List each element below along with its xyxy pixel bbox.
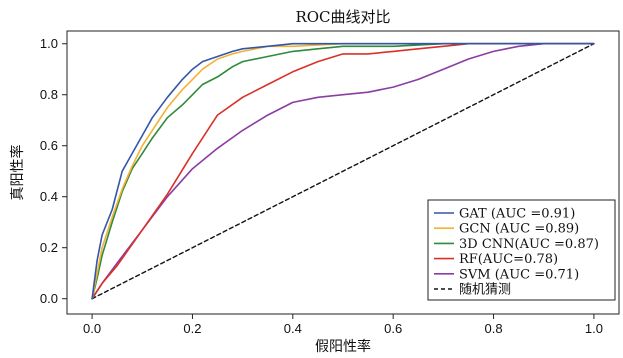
legend-entry-label: SVM (AUC =0.71) bbox=[459, 267, 579, 282]
x-tick-label: 0.0 bbox=[83, 321, 101, 336]
legend: GAT (AUC =0.91)GCN (AUC =0.89)3D CNN(AUC… bbox=[427, 199, 616, 301]
x-tick-label: 0.8 bbox=[485, 321, 503, 336]
legend-entry-label: 3D CNN(AUC =0.87) bbox=[459, 237, 599, 252]
ticks-layer: 0.0 0.2 0.4 0.6 0.8 1.0 0.0 0.2 0.4 0.6 0.8 1.0 bbox=[40, 36, 603, 336]
legend-entry-label: GCN (AUC =0.89) bbox=[459, 222, 579, 237]
series-line-2 bbox=[91, 42, 595, 300]
y-axis-label: 真阳性率 bbox=[9, 145, 26, 201]
x-tick-label: 0.6 bbox=[384, 321, 402, 336]
series-line-5 bbox=[91, 43, 595, 300]
series-layer bbox=[91, 42, 595, 300]
x-tick-label: 1.0 bbox=[585, 321, 603, 336]
x-tick-label: 0.2 bbox=[183, 321, 201, 336]
plot-frame bbox=[66, 30, 620, 315]
x-axis-label: 假阳性率 bbox=[315, 338, 371, 355]
x-tick-label: 0.4 bbox=[284, 321, 302, 336]
y-tick-label: 0.8 bbox=[40, 87, 58, 102]
legend-box bbox=[427, 199, 616, 301]
legend-entry-label: RF(AUC=0.78) bbox=[459, 252, 558, 267]
legend-entry-label: GAT (AUC =0.91) bbox=[459, 207, 575, 222]
y-tick-label: 0.2 bbox=[40, 240, 58, 255]
legend-entry-label: 随机猜测 bbox=[459, 283, 511, 298]
y-tick-label: 0.4 bbox=[40, 189, 58, 204]
chart-title: ROC曲线对比 bbox=[295, 8, 390, 26]
y-tick-label: 0.6 bbox=[40, 138, 58, 153]
y-tick-label: 0.0 bbox=[40, 291, 58, 306]
series-line-0 bbox=[91, 42, 595, 300]
y-tick-label: 1.0 bbox=[40, 36, 58, 51]
